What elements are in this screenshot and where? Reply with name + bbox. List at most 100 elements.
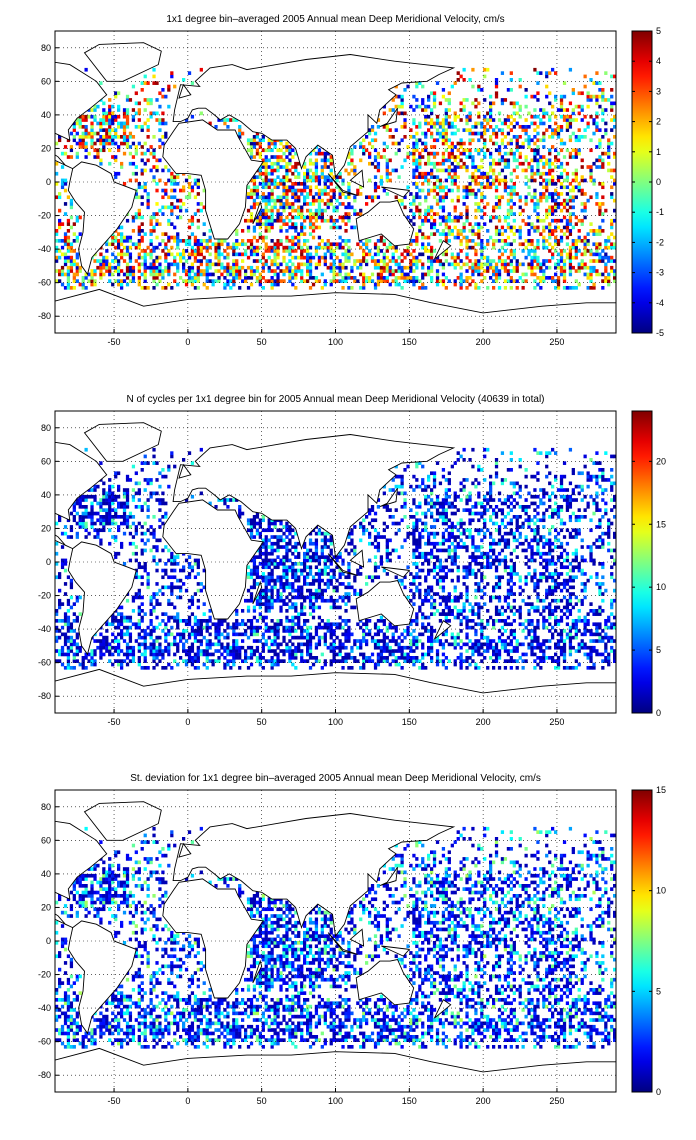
colorbar-tick-label: -1 [656, 207, 664, 217]
data-cell [492, 118, 496, 122]
data-cell [486, 128, 490, 132]
data-cell [480, 198, 484, 203]
data-cell [601, 91, 605, 96]
data-cell [565, 218, 570, 223]
data-cell [530, 635, 534, 640]
data-cell [69, 198, 74, 203]
data-cell [63, 635, 68, 640]
data-cell [447, 659, 451, 663]
data-cell [509, 138, 513, 143]
data-cell [536, 239, 540, 243]
data-cell [311, 178, 316, 183]
data-cell [359, 212, 363, 216]
data-cell [400, 269, 404, 273]
data-cell [595, 71, 599, 75]
data-cell [270, 629, 274, 633]
data-cell [489, 125, 493, 129]
data-cell [518, 161, 522, 166]
data-cell [444, 215, 448, 220]
data-cell [562, 265, 567, 270]
data-cell [102, 101, 106, 106]
data-cell [187, 239, 192, 243]
data-cell [60, 182, 65, 186]
data-cell [456, 642, 460, 647]
data-cell [441, 232, 446, 236]
data-cell [255, 269, 260, 273]
data-cell [273, 202, 277, 206]
data-cell [66, 659, 71, 663]
data-cell [503, 158, 508, 163]
data-cell [128, 659, 133, 663]
data-cell [388, 259, 392, 263]
data-cell [524, 175, 528, 179]
data-cell [63, 188, 68, 193]
data-cell [421, 276, 425, 280]
data-cell [489, 94, 493, 99]
data-cell [155, 158, 159, 163]
data-cell [480, 182, 484, 186]
data-cell [131, 659, 136, 663]
data-cell [613, 276, 616, 280]
data-cell [232, 642, 236, 647]
data-cell [167, 652, 171, 657]
data-cell [288, 645, 292, 650]
data-cell [577, 662, 581, 667]
data-cell [323, 158, 327, 163]
data-cell [530, 121, 534, 126]
data-cell [140, 239, 144, 243]
data-cell [376, 629, 381, 633]
data-cell [125, 649, 130, 653]
data-cell [565, 252, 570, 257]
data-cell [424, 161, 428, 166]
data-cell [486, 642, 490, 647]
data-cell [539, 158, 543, 163]
data-cell [497, 276, 502, 280]
data-cell [137, 108, 141, 112]
data-cell [258, 259, 262, 263]
data-cell [583, 652, 587, 657]
data-cell [613, 272, 616, 277]
data-cell [613, 235, 616, 240]
data-cell [418, 138, 422, 143]
data-cell [314, 215, 319, 220]
data-cell [353, 168, 357, 173]
data-cell [447, 188, 451, 193]
data-cell [93, 104, 97, 109]
data-cell [365, 245, 369, 250]
data-cell [134, 215, 138, 220]
data-cell [536, 255, 540, 260]
data-cell [512, 225, 516, 230]
data-cell [347, 259, 351, 263]
data-cell [444, 192, 448, 196]
data-cell [294, 635, 298, 640]
x-tick-label: 150 [402, 337, 417, 347]
data-cell [459, 101, 463, 106]
data-cell [450, 151, 454, 156]
data-cell [459, 138, 463, 143]
data-cell [551, 168, 555, 173]
data-cell [365, 642, 369, 647]
data-cell [536, 71, 540, 75]
data-cell [303, 182, 307, 186]
data-cell [468, 131, 472, 136]
data-cell [441, 131, 446, 136]
data-cell [317, 279, 322, 283]
data-cell [554, 239, 558, 243]
data-cell [152, 276, 156, 280]
data-cell [456, 632, 460, 637]
data-cell [182, 632, 186, 637]
data-cell [229, 269, 233, 273]
data-cell [146, 192, 150, 196]
data-cell [258, 155, 262, 159]
data-cell [415, 232, 419, 236]
data-cell [235, 118, 239, 122]
data-cell [261, 222, 265, 226]
data-cell [512, 249, 516, 253]
data-cell [347, 192, 351, 196]
data-cell [223, 649, 227, 653]
data-cell [300, 229, 304, 233]
data-cell [75, 118, 79, 122]
data-cell [385, 175, 389, 179]
data-cell [173, 635, 177, 640]
data-cell [264, 249, 268, 253]
